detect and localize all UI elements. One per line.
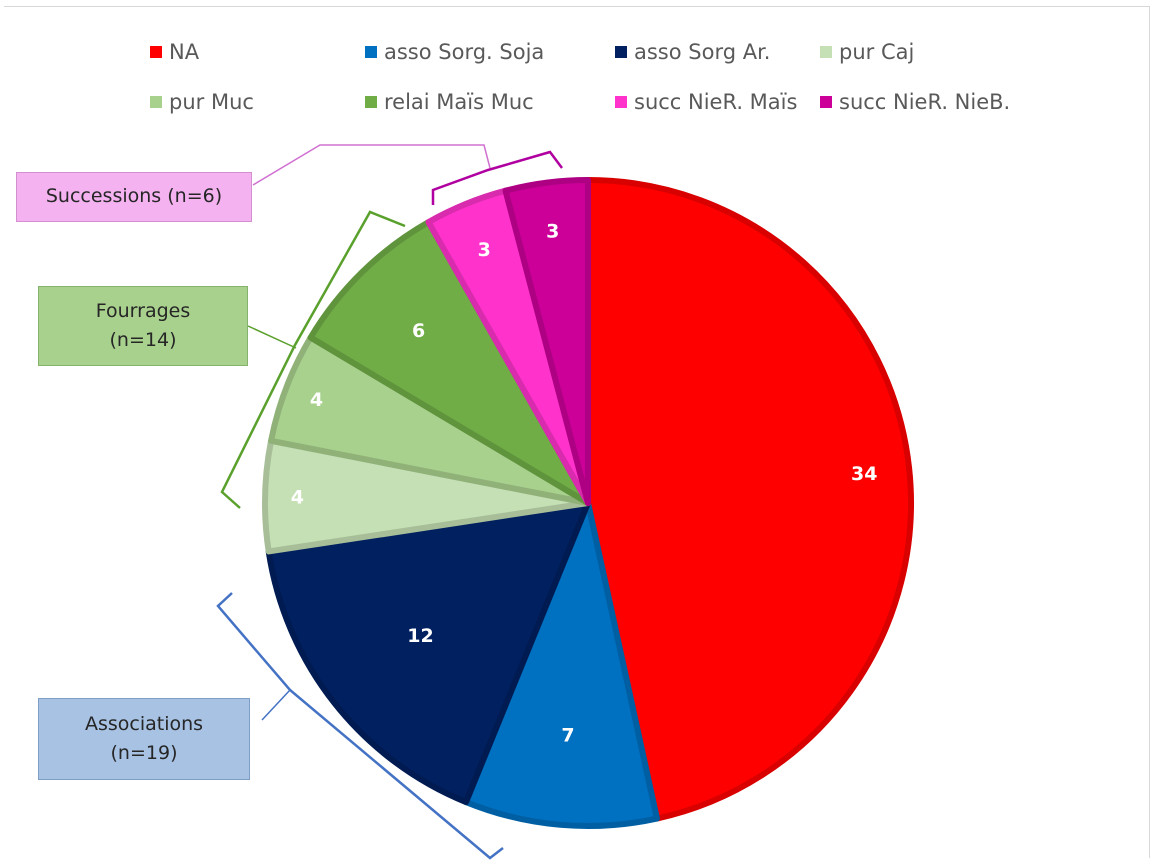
legend-label: relai Maïs Muc <box>384 90 534 114</box>
connector-fourrages <box>247 325 297 349</box>
legend: NA asso Sorg. Soja asso Sorg Ar. pur Caj… <box>150 40 1110 114</box>
slice-labels-layer: 34 7 12 4 4 6 3 3 <box>291 221 878 747</box>
legend-swatch <box>150 46 162 58</box>
legend-label: pur Muc <box>169 90 254 114</box>
legend-item-pur-muc: pur Muc <box>150 90 365 114</box>
legend-label: pur Caj <box>839 40 915 64</box>
slice-data-label-5: 6 <box>412 320 425 342</box>
slice-data-label-2: 12 <box>407 625 433 647</box>
bracket-successions <box>431 150 563 205</box>
legend-swatch <box>615 46 627 58</box>
callout-associations: Associations (n=19) <box>38 698 250 780</box>
slice-data-label-3: 4 <box>291 487 304 509</box>
legend-swatch <box>615 96 627 108</box>
legend-item-pur-caj: pur Caj <box>820 40 1110 64</box>
legend-swatch <box>820 96 832 108</box>
callout-successions-name: Successions <box>45 185 162 208</box>
legend-swatch <box>365 96 377 108</box>
pie-slice-7 <box>502 177 591 506</box>
pie-slice-2 <box>265 500 591 806</box>
legend-label: succ NieR. Maïs <box>634 90 798 114</box>
legend-label: asso Sorg Ar. <box>634 40 771 64</box>
slice-data-label-4: 4 <box>310 389 323 411</box>
legend-swatch <box>150 96 162 108</box>
legend-label: asso Sorg. Soja <box>384 40 545 64</box>
legend-item-succ-nier-nieb: succ NieR. NieB. <box>820 90 1110 114</box>
callout-associations-name: Associations <box>84 712 204 735</box>
callout-successions: Successions (n=6) <box>16 172 252 222</box>
slice-data-label-0: 34 <box>851 463 877 485</box>
legend-label: succ NieR. NieB. <box>839 90 1011 114</box>
slices-layer <box>262 177 914 829</box>
callout-associations-count: (n=19) <box>110 742 178 764</box>
slice-data-label-7: 3 <box>546 221 559 243</box>
pie-slice-0 <box>585 177 914 822</box>
legend-item-asso-sorg-ar: asso Sorg Ar. <box>615 40 820 64</box>
pie-slice-1 <box>463 500 660 829</box>
callout-fourrages-name: Fourrages <box>95 299 191 322</box>
legend-item-relai-mais-muc: relai Maïs Muc <box>365 90 615 114</box>
legend-label: NA <box>169 40 200 64</box>
slice-data-label-1: 7 <box>561 725 574 747</box>
chart-frame <box>4 6 1150 858</box>
connector-successions <box>252 144 491 186</box>
legend-swatch <box>365 46 377 58</box>
slice-data-label-6: 3 <box>478 239 491 261</box>
legend-item-na: NA <box>150 40 365 64</box>
group-brackets-layer <box>216 144 563 860</box>
legend-item-succ-nier-mais: succ NieR. Maïs <box>615 90 820 114</box>
callout-fourrages: Fourrages (n=14) <box>38 286 248 366</box>
connector-associations <box>261 689 291 721</box>
callout-successions-count: (n=6) <box>167 185 223 208</box>
legend-item-asso-sorg-soja: asso Sorg. Soja <box>365 40 615 64</box>
legend-swatch <box>820 46 832 58</box>
pie-slice-5 <box>307 219 591 506</box>
callout-fourrages-count: (n=14) <box>109 329 177 351</box>
bracket-fourrages <box>220 210 406 509</box>
